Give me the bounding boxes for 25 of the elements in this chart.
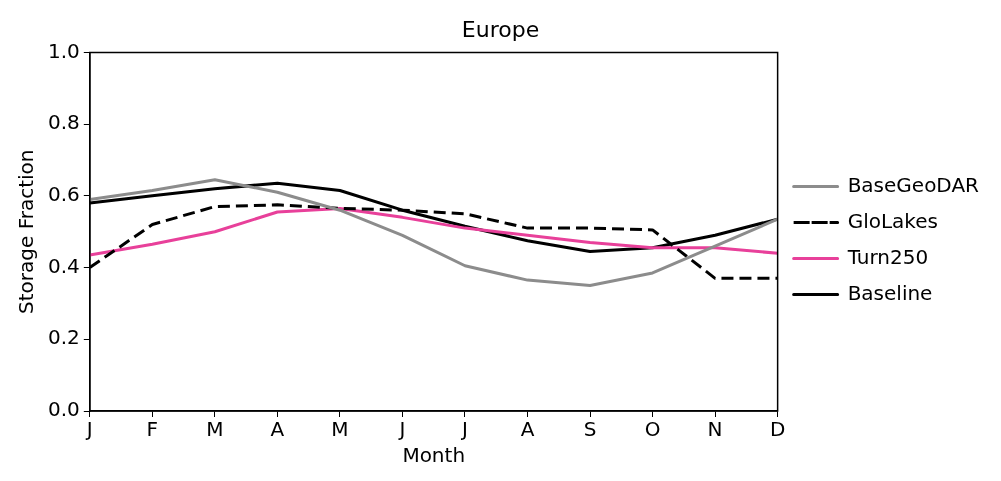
x-tick-label: D bbox=[769, 417, 786, 442]
legend-label: BaseGeoDAR bbox=[847, 172, 980, 197]
x-tick-label: S bbox=[583, 417, 597, 442]
x-tick-label: A bbox=[520, 417, 535, 442]
x-tick-label: O bbox=[644, 417, 661, 442]
y-tick-label: 0.4 bbox=[47, 253, 80, 278]
y-tick-label: 0.8 bbox=[47, 110, 80, 135]
x-tick-label: M bbox=[331, 417, 349, 442]
chart-title: Europe bbox=[461, 16, 540, 42]
x-tick-label: A bbox=[270, 417, 285, 442]
legend-label: Turn250 bbox=[846, 244, 929, 269]
y-tick-label: 0.2 bbox=[47, 325, 80, 350]
y-tick-label: 1.0 bbox=[47, 38, 80, 63]
y-tick-label: 0.6 bbox=[47, 182, 80, 207]
x-tick-label: N bbox=[707, 417, 723, 442]
x-tick-label: J bbox=[460, 417, 468, 442]
x-tick-label: J bbox=[84, 417, 93, 442]
x-tick-label: M bbox=[206, 417, 224, 442]
y-tick-label: 0.0 bbox=[47, 397, 80, 422]
legend-label: Baseline bbox=[847, 280, 933, 305]
x-axis-title: Month bbox=[402, 443, 466, 468]
x-tick-label: F bbox=[146, 417, 159, 442]
x-tick-label: J bbox=[397, 417, 406, 442]
legend-label: GloLakes bbox=[847, 208, 938, 233]
y-axis-title: Storage Fraction bbox=[14, 149, 39, 314]
